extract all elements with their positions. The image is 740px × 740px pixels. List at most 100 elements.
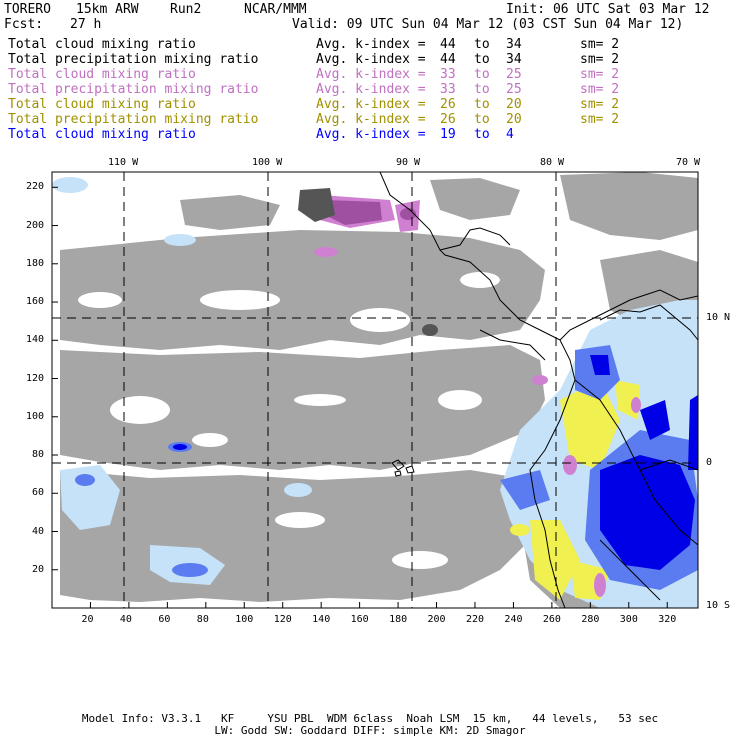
x-tick-label: 120 [273, 614, 292, 625]
cloud-fields [52, 172, 698, 608]
legend-row: Total precipitation mixing ratio Avg. k-i… [8, 112, 734, 127]
model-resolution: 15km ARW [76, 2, 139, 17]
legend-sm: sm= 2 [580, 67, 620, 82]
legend-field: Total cloud mixing ratio [8, 127, 196, 142]
x-tick-label: 160 [350, 614, 369, 625]
legend-row: Total cloud mixing ratio Avg. k-index = 26… [8, 97, 734, 112]
dark-gray-field [298, 188, 438, 336]
legend-to: 20 [506, 97, 522, 112]
axis-ticks [52, 186, 668, 608]
legend-field: Total cloud mixing ratio [8, 67, 196, 82]
legend-to: 25 [506, 82, 522, 97]
lat-lon-grid [52, 172, 698, 608]
plot-frame [51, 171, 699, 609]
legend-to: 4 [506, 127, 514, 142]
longitude-label: 110 W [108, 157, 139, 168]
legend-from: 33 [440, 82, 456, 97]
x-tick-label: 320 [658, 614, 677, 625]
legend-field: Total precipitation mixing ratio [8, 82, 259, 97]
org-label: NCAR/MMM [244, 2, 307, 17]
legend-from: 26 [440, 97, 456, 112]
legend-idx: Avg. k-index = [316, 37, 426, 52]
legend-idx: Avg. k-index = [316, 127, 426, 142]
legend-sm: sm= 2 [580, 82, 620, 97]
legend-field: Total precipitation mixing ratio [8, 52, 259, 67]
y-tick-label: 60 [32, 487, 45, 499]
coastlines [379, 172, 698, 608]
clear-sky-holes [78, 272, 500, 569]
legend-to-word: to [474, 52, 490, 67]
latitude-label: 10 N [706, 312, 731, 323]
legend-idx: Avg. k-index = [316, 67, 426, 82]
latitude-label: 0 [706, 457, 713, 468]
legend-from: 33 [440, 67, 456, 82]
x-tick-label: 280 [581, 614, 600, 625]
legend-idx: Avg. k-index = [316, 82, 426, 97]
valid-time: Valid: 09 UTC Sun 04 Mar 12 (03 CST Sun … [292, 17, 684, 32]
legend-from: 26 [440, 112, 456, 127]
legend-field: Total cloud mixing ratio [8, 97, 196, 112]
legend-to: 25 [506, 67, 522, 82]
y-tick-label: 20 [32, 563, 45, 575]
legend-sm: sm= 2 [580, 37, 620, 52]
legend-from: 44 [440, 52, 456, 67]
x-tick-label: 180 [389, 614, 408, 625]
y-tick-label: 40 [32, 525, 45, 537]
legend-row: Total precipitation mixing ratio Avg. k-i… [8, 52, 734, 67]
y-tick-label: 180 [26, 257, 45, 269]
longitude-label: 80 W [540, 157, 565, 168]
legend-row: Total precipitation mixing ratio Avg. k-i… [8, 82, 734, 97]
y-tick-label: 100 [26, 410, 45, 422]
legend-to: 34 [506, 52, 522, 67]
y-tick-label: 140 [26, 334, 45, 346]
x-tick-label: 300 [619, 614, 638, 625]
physics-info: LW: Godd SW: Goddard DIFF: simple KM: 2D… [214, 724, 526, 737]
longitude-label: 100 W [252, 157, 283, 168]
forecast-label: Fcst: [4, 17, 44, 32]
legend-idx: Avg. k-index = [316, 52, 426, 67]
legend-field: Total precipitation mixing ratio [8, 112, 259, 127]
x-tick-label: 240 [504, 614, 523, 625]
legend-sm: sm= 2 [580, 97, 620, 112]
run-label: Run2 [170, 2, 202, 17]
legend-idx: Avg. k-index = [316, 97, 426, 112]
longitude-label: 70 W [676, 157, 701, 168]
legend-to: 34 [506, 37, 522, 52]
legend-to-word: to [474, 67, 490, 82]
legend-field: Total cloud mixing ratio [8, 37, 196, 52]
y-tick-label: 120 [26, 372, 45, 384]
latitude-label: 10 S [706, 600, 731, 611]
y-tick-label: 220 [26, 181, 45, 193]
x-tick-label: 200 [427, 614, 446, 625]
model-info: Model Info: V3.3.1 KF YSU PBL WDM 6class… [81, 712, 659, 725]
y-tick-label: 200 [26, 219, 45, 231]
x-tick-label: 40 [119, 614, 132, 625]
legend-to-word: to [474, 127, 490, 142]
legend-to-word: to [474, 37, 490, 52]
x-tick-label: 100 [235, 614, 254, 625]
forecast-hour: 27 h [70, 17, 102, 32]
legend-from: 19 [440, 127, 456, 142]
blue-field [173, 355, 698, 570]
x-tick-label: 20 [81, 614, 94, 625]
x-tick-label: 60 [158, 614, 171, 625]
model-name: TORERO [4, 2, 51, 17]
y-tick-label: 160 [26, 296, 45, 308]
legend-row: Total cloud mixing ratio Avg. k-index = 44… [8, 37, 734, 52]
legend-to-word: to [474, 82, 490, 97]
legend-idx: Avg. k-index = [316, 112, 426, 127]
legend-row: Total cloud mixing ratio Avg. k-index = 33… [8, 67, 734, 82]
legend-row: Total cloud mixing ratio Avg. k-index = 19… [8, 127, 734, 142]
x-tick-label: 140 [312, 614, 331, 625]
legend-from: 44 [440, 37, 456, 52]
yellow-field [510, 380, 640, 600]
legend-sm: sm= 2 [580, 112, 620, 127]
y-tick-label: 80 [32, 449, 45, 461]
legend-sm: sm= 2 [580, 52, 620, 67]
longitude-label: 90 W [396, 157, 421, 168]
x-tick-label: 80 [196, 614, 209, 625]
legend-to-word: to [474, 97, 490, 112]
legend-to-word: to [474, 112, 490, 127]
x-tick-label: 260 [542, 614, 561, 625]
init-time: Init: 06 UTC Sat 03 Mar 12 [506, 2, 710, 17]
